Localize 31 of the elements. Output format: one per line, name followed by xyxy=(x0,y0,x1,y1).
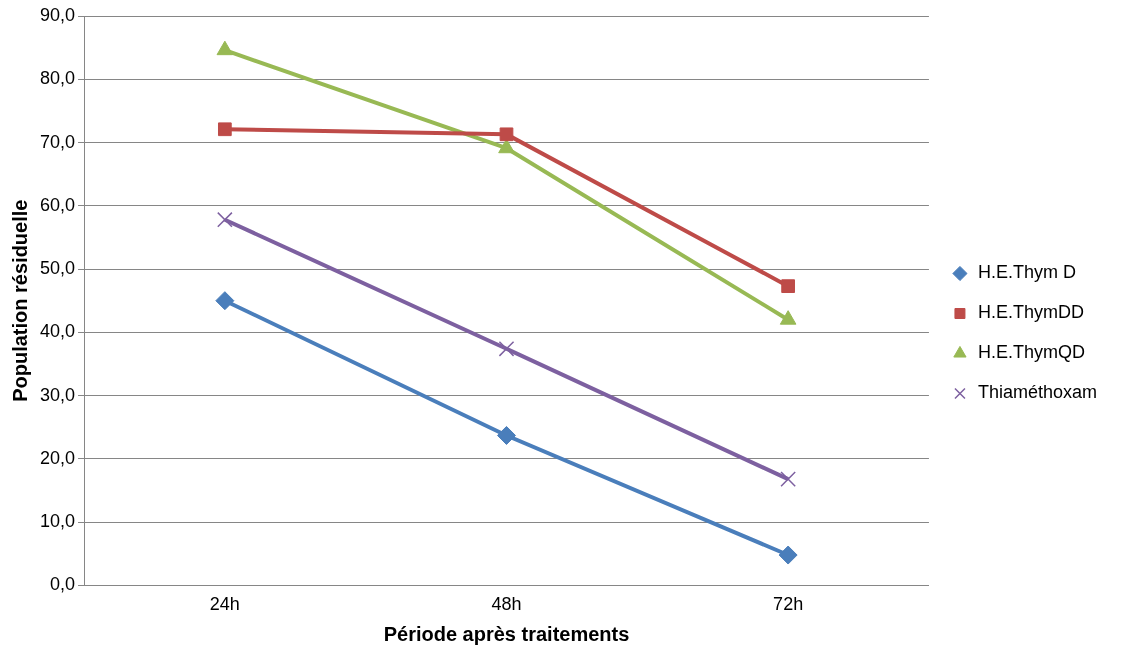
y-tick-label: 50,0 xyxy=(39,258,76,279)
x-tick-label: 72h xyxy=(773,594,804,615)
point xyxy=(780,471,796,487)
point xyxy=(499,127,514,142)
point xyxy=(216,40,234,56)
point xyxy=(781,279,795,294)
y-tick-label: 20,0 xyxy=(39,447,76,468)
y-tick-label: 10,0 xyxy=(39,511,76,532)
legend-label: H.E.ThymDD xyxy=(977,302,1084,323)
point xyxy=(779,310,797,325)
point xyxy=(498,138,515,154)
point xyxy=(217,211,233,228)
y-axis-title: Population résiduelle xyxy=(8,199,31,402)
y-tick-label: 30,0 xyxy=(39,384,76,405)
y-tick-label: 80,0 xyxy=(39,68,76,89)
legend-label: Thiaméthoxam xyxy=(977,382,1098,403)
x-axis-title: Période après traitements xyxy=(383,622,630,645)
y-tick-label: 60,0 xyxy=(39,194,76,215)
x-tick-label: 48h xyxy=(491,594,522,615)
point xyxy=(498,340,515,357)
x-tick-label: 24h xyxy=(209,594,240,615)
y-tick-label: 40,0 xyxy=(39,321,76,342)
legend-label: H.E.ThymQD xyxy=(977,342,1085,363)
point xyxy=(215,291,235,311)
y-tick-label: 0,0 xyxy=(50,574,76,595)
y-tick-label: 70,0 xyxy=(39,131,76,152)
point xyxy=(496,425,516,445)
point xyxy=(778,545,798,565)
legend-label: H.E.Thym D xyxy=(977,262,1076,283)
point xyxy=(217,122,232,137)
y-tick-label: 90,0 xyxy=(39,4,76,25)
